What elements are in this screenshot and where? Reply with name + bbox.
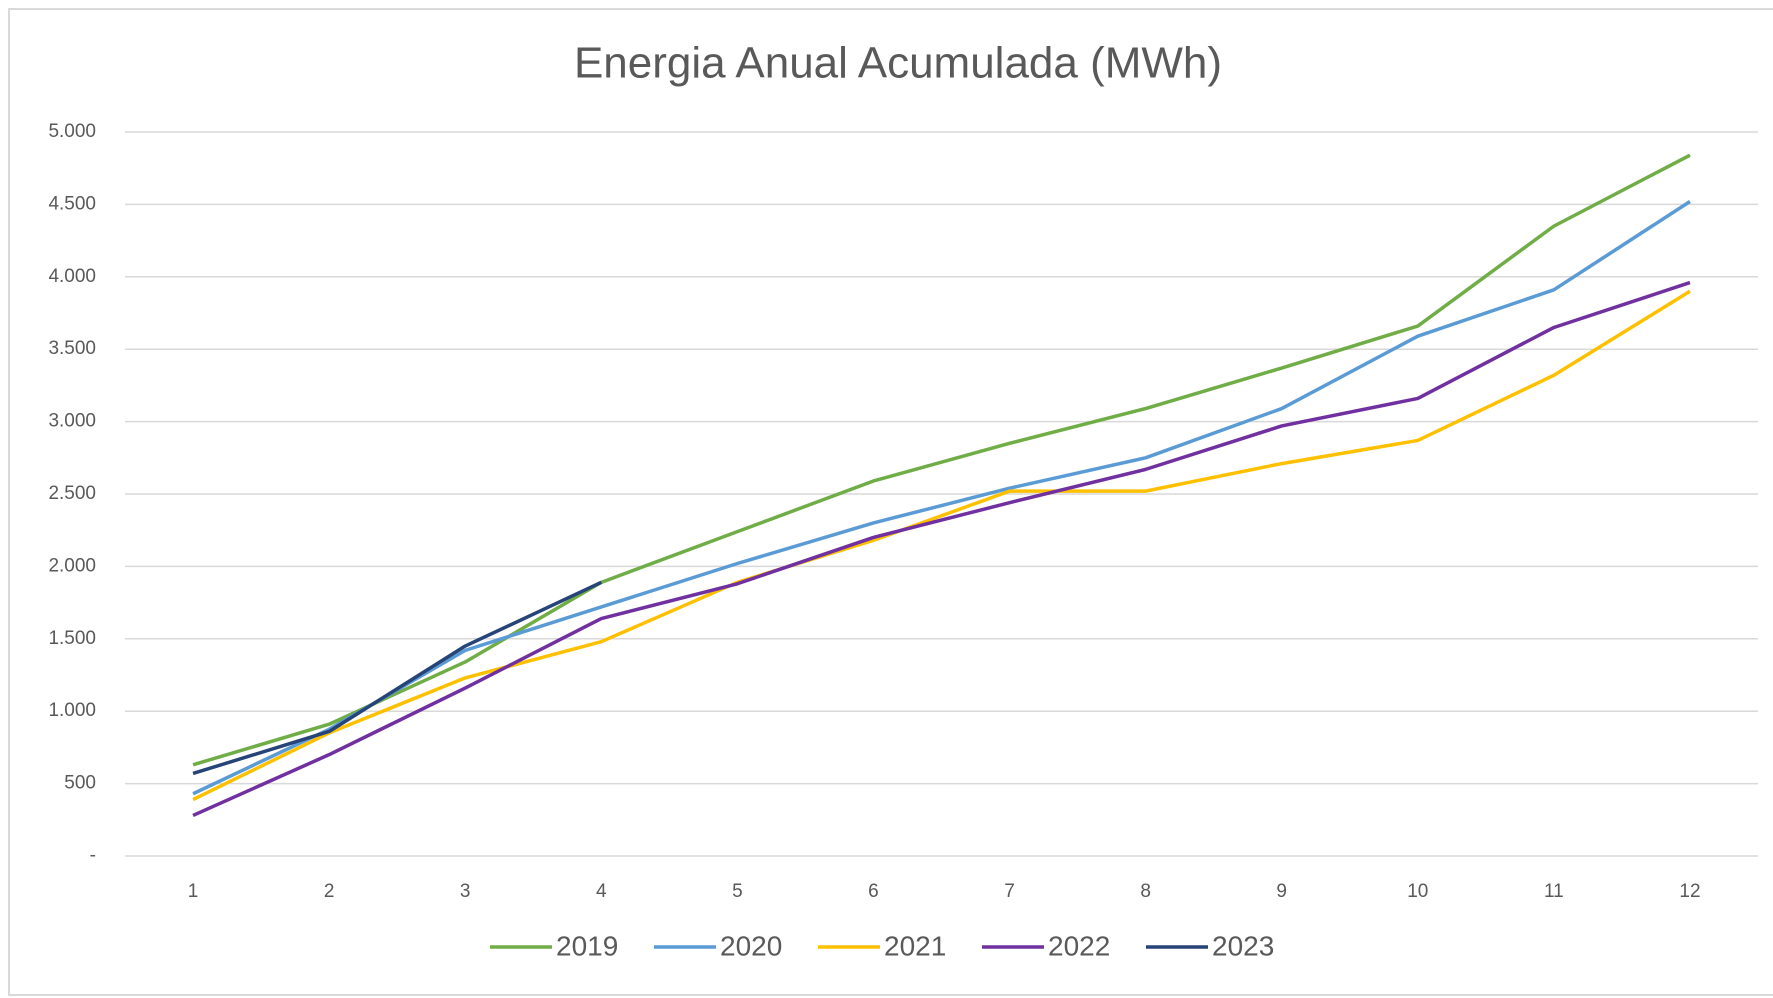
- series-line: [192, 289, 1691, 802]
- legend-label: 2019: [556, 930, 618, 961]
- y-tick-label: 1.000: [48, 700, 96, 721]
- x-tick-label: 2: [324, 881, 335, 902]
- chart-title: Energia Anual Acumulada (MWh): [574, 39, 1222, 88]
- x-tick-label: 1: [188, 881, 199, 902]
- x-tick-label: 3: [460, 881, 471, 902]
- x-tick-label: 11: [1544, 881, 1564, 902]
- y-tick-label: 3.500: [48, 338, 96, 359]
- legend-label: 2020: [720, 930, 782, 961]
- chart-border: [8, 8, 1773, 996]
- y-tick-label: 1.500: [48, 628, 96, 649]
- y-tick-label: 500: [64, 773, 96, 794]
- series-line: [192, 153, 1691, 767]
- y-tick-label: 2.000: [48, 555, 96, 576]
- series-line: [192, 580, 603, 776]
- y-tick-label: 3.000: [48, 411, 96, 432]
- x-tick-label: 5: [732, 881, 743, 902]
- y-tick-label: 2.500: [48, 483, 96, 504]
- x-tick-label: 8: [1140, 881, 1151, 902]
- x-tick-label: 10: [1407, 881, 1428, 902]
- x-tick-label: 4: [596, 881, 607, 902]
- series-line: [192, 280, 1691, 818]
- x-tick-label: 12: [1679, 881, 1700, 902]
- y-tick-label: 4.500: [48, 193, 96, 214]
- legend-label: 2022: [1048, 930, 1110, 961]
- x-tick-label: 6: [868, 881, 879, 902]
- series-line: [192, 200, 1691, 796]
- legend-label: 2021: [884, 930, 946, 961]
- y-tick-label: 5.000: [48, 121, 96, 142]
- x-tick-label: 7: [1004, 881, 1015, 902]
- legend-label: 2023: [1212, 930, 1274, 961]
- x-tick-label: 9: [1276, 881, 1287, 902]
- y-tick-label: -: [90, 845, 96, 866]
- y-tick-label: 4.000: [48, 266, 96, 287]
